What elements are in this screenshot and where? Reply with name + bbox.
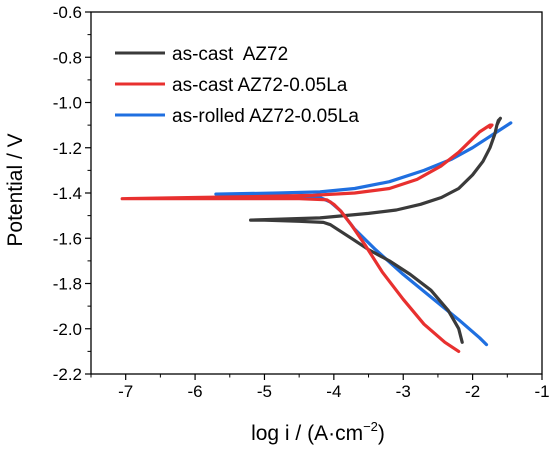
x-tick-label: -2	[465, 382, 480, 401]
y-tick-label: -2.0	[53, 320, 82, 339]
legend-label-as-cast-az72: as-cast AZ72	[172, 44, 288, 65]
y-axis-title: Potential / V	[4, 133, 27, 246]
y-tick-label: -1.2	[53, 139, 82, 158]
y-tick-label: -1.6	[53, 229, 82, 248]
y-tick-label: -1.8	[53, 275, 82, 294]
y-tick-label: -1.4	[53, 184, 82, 203]
x-tick-label: -1	[534, 382, 549, 401]
x-tick-labels: -7 -6 -5 -4 -3 -2 -1	[118, 382, 549, 401]
x-tick-label: -3	[396, 382, 411, 401]
series-line-0	[249, 116, 502, 344]
x-axis-title-close: )	[378, 422, 385, 445]
legend: as-cast AZ72 as-cast AZ72-0.05La as-roll…	[115, 44, 359, 127]
y-tick-labels: -2.2 -2.0 -1.8 -1.6 -1.4 -1.2 -1.0 -0.8 -0.6	[53, 3, 82, 384]
x-tick-label: -6	[188, 382, 203, 401]
legend-label-as-cast-az72-la: as-cast AZ72-0.05La	[172, 75, 348, 96]
series-layer	[120, 116, 513, 353]
x-axis-title-main: log i / (A·cm	[251, 422, 363, 445]
y-tick-label: -0.6	[53, 3, 82, 22]
plot-frame	[90, 11, 543, 375]
y-tick-label: -2.2	[53, 365, 82, 384]
x-tick-label: -4	[326, 382, 341, 401]
y-tick-label: -0.8	[53, 48, 82, 67]
legend-label-as-rolled-az72-la: as-rolled AZ72-0.05La	[172, 106, 359, 127]
y-tick-label: -1.0	[53, 94, 82, 113]
series-line-2	[214, 121, 513, 347]
x-tick-label: -5	[257, 382, 272, 401]
x-axis-title-sup: −2	[363, 419, 378, 434]
x-axis-title: log i / (A·cm−2)	[251, 419, 385, 445]
series-line-1	[120, 123, 494, 353]
x-tick-label: -7	[118, 382, 133, 401]
